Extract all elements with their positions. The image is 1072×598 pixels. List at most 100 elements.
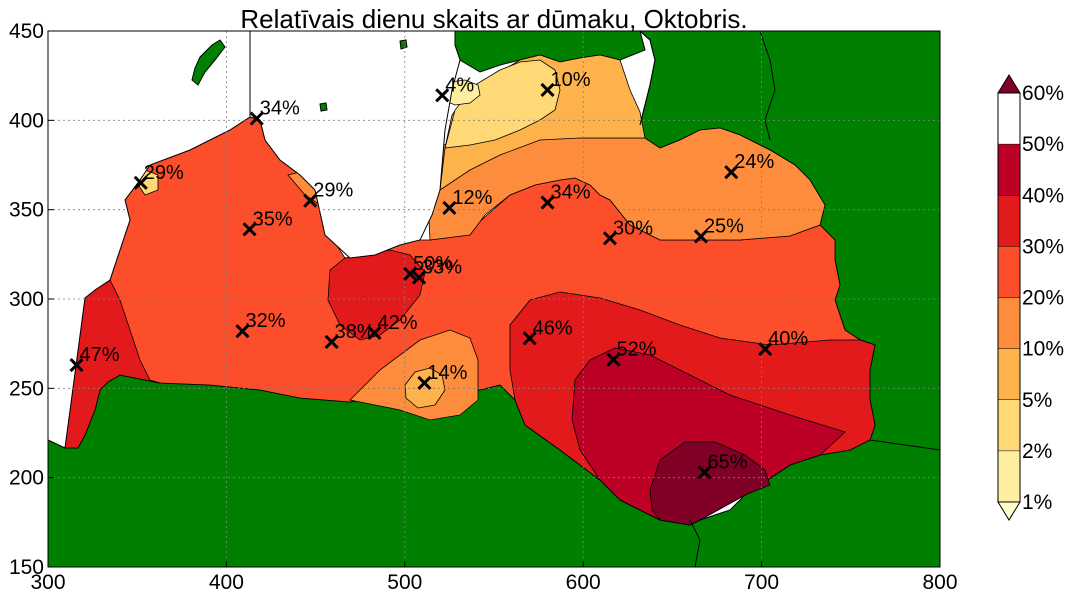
x-tick-label: 600 xyxy=(566,571,601,594)
station-marker xyxy=(249,111,264,126)
station-x-mark xyxy=(249,111,264,126)
station-marker xyxy=(602,231,618,246)
station-marker xyxy=(442,200,457,215)
station-marker xyxy=(69,358,84,373)
station-x-mark xyxy=(540,82,555,98)
contour-40-50-west xyxy=(64,279,161,449)
station-x-mark xyxy=(724,165,739,180)
station-marker xyxy=(606,352,621,367)
chart-title: Relatīvais dienu skaits ar dūmaku, Oktob… xyxy=(240,4,747,34)
station-label: 30% xyxy=(613,217,653,239)
sea-west xyxy=(48,31,251,449)
station-marker xyxy=(758,341,773,357)
station-label: 12% xyxy=(452,187,492,209)
y-tick-label: 350 xyxy=(9,199,44,222)
station-x-mark xyxy=(69,358,84,373)
colorbar: 1% 2% 5% 10% 20% 30% 40% 50% 60% xyxy=(997,74,1064,521)
station-label: 50% xyxy=(413,253,453,275)
colorbar-extend-high xyxy=(997,74,1021,94)
station-x-mark xyxy=(324,334,339,349)
colorbar-extend-low xyxy=(997,501,1021,521)
station-marker xyxy=(522,331,537,346)
station-x-mark xyxy=(133,175,148,190)
station-marker xyxy=(540,82,555,98)
station-label: 25% xyxy=(704,215,744,237)
island-tiny-overlay xyxy=(319,102,328,112)
colorbar-segment xyxy=(998,195,1020,247)
border-line-east xyxy=(639,31,776,567)
axis-ticks: 300 400 500 600 700 800 150 200 250 300 350 400 450 xyxy=(9,20,958,594)
station-label: 46% xyxy=(533,317,573,339)
station-x-mark xyxy=(235,324,250,339)
station-label: 29% xyxy=(313,180,353,202)
island-small-overlay xyxy=(399,39,408,50)
station-x-mark xyxy=(693,229,709,244)
station-marker xyxy=(133,175,148,190)
x-tick-label: 300 xyxy=(30,571,65,594)
station-label: 42% xyxy=(377,312,417,334)
station-marker xyxy=(693,229,709,244)
station-label: 34% xyxy=(551,182,591,204)
station-label: 52% xyxy=(617,339,657,361)
colorbar-segment xyxy=(998,450,1020,502)
station-label: 32% xyxy=(245,310,285,332)
contour-60-plus xyxy=(649,441,771,526)
y-tick-label: 450 xyxy=(9,20,44,43)
station-marker xyxy=(412,270,427,285)
station-x-mark xyxy=(303,193,318,208)
station-x-mark xyxy=(403,266,418,282)
station-label: 34% xyxy=(260,98,300,120)
x-tick-label: 400 xyxy=(209,571,244,594)
station-label: 35% xyxy=(253,208,293,230)
station-x-mark xyxy=(606,352,621,367)
station-label: 33% xyxy=(422,257,462,279)
station-x-mark xyxy=(442,200,457,215)
colorbar-segment xyxy=(998,246,1020,298)
station-marker xyxy=(540,195,555,210)
colorbar-label: 20% xyxy=(1022,287,1064,310)
station-marker xyxy=(697,465,712,480)
station-label: 29% xyxy=(144,162,184,184)
station-marker xyxy=(417,375,432,391)
island-large-overlay xyxy=(191,39,226,86)
station-marker xyxy=(435,88,450,103)
station-x-mark xyxy=(367,325,382,341)
x-tick-label: 500 xyxy=(387,571,422,594)
colorbar-label: 5% xyxy=(1022,389,1052,412)
station-x-mark xyxy=(602,231,618,246)
station-marker xyxy=(403,266,418,282)
colorbar-segment xyxy=(998,399,1020,451)
y-tick-label: 400 xyxy=(9,109,44,132)
station-x-mark xyxy=(540,195,555,210)
colorbar-label: 1% xyxy=(1022,491,1052,514)
colorbar-label: 10% xyxy=(1022,338,1064,361)
station-x-mark xyxy=(435,88,450,103)
x-tick-label: 800 xyxy=(922,571,957,594)
station-label: 24% xyxy=(734,151,774,173)
station-label: 10% xyxy=(551,69,591,91)
colorbar-label: 2% xyxy=(1022,440,1052,463)
station-x-mark xyxy=(417,375,432,391)
y-tick-label: 200 xyxy=(9,467,44,490)
station-marker xyxy=(324,334,339,349)
x-tick-label: 700 xyxy=(744,571,779,594)
gulf-of-riga xyxy=(249,31,461,259)
grid xyxy=(48,31,940,567)
colorbar-segment xyxy=(998,144,1020,196)
station-label: 14% xyxy=(427,362,467,384)
y-tick-label: 250 xyxy=(9,377,44,400)
station-x-mark xyxy=(242,222,257,237)
station-x-mark xyxy=(522,331,537,346)
colorbar-label: 60% xyxy=(1022,82,1064,105)
station-marker xyxy=(367,325,382,341)
station-marker xyxy=(303,193,318,208)
station-marker xyxy=(724,165,739,180)
y-tick-label: 150 xyxy=(9,556,44,579)
colorbar-segment xyxy=(998,297,1020,349)
colorbar-label: 40% xyxy=(1022,184,1064,207)
station-marker xyxy=(235,324,250,339)
station-marker xyxy=(242,222,257,237)
y-tick-label: 300 xyxy=(9,288,44,311)
colorbar-label: 50% xyxy=(1022,133,1064,156)
